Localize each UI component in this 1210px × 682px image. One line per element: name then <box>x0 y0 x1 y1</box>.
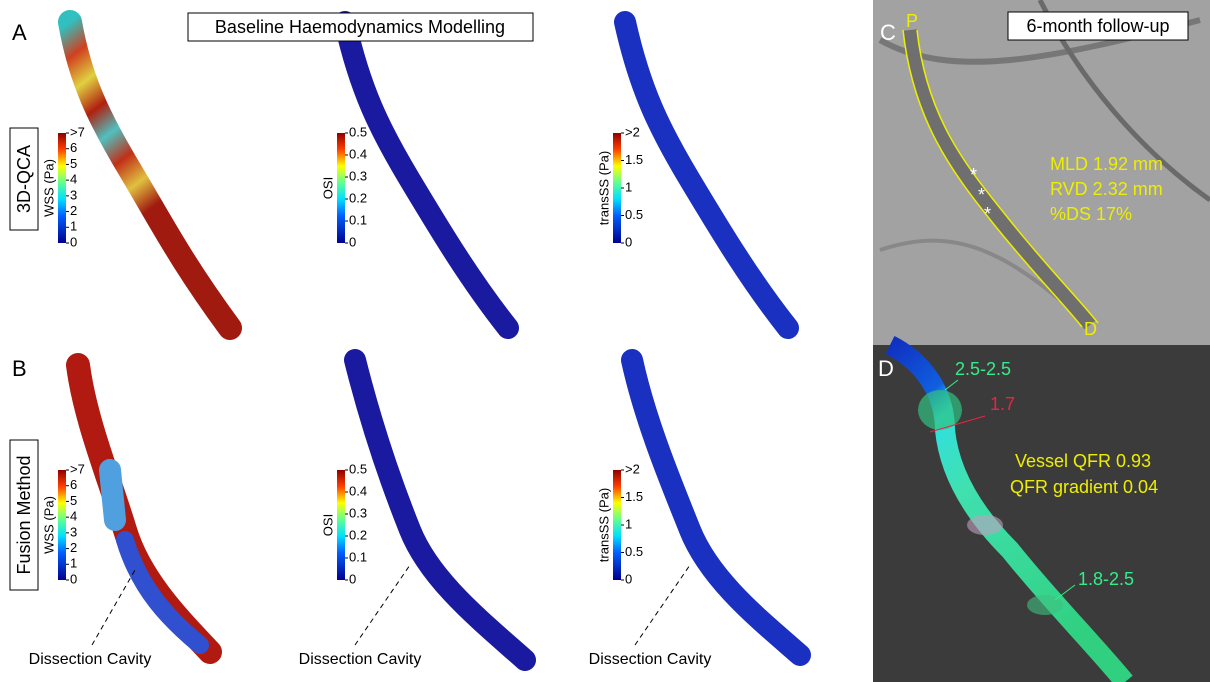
colorbar-tick-label: 4 <box>70 509 77 524</box>
cavity <box>110 470 115 520</box>
measurement: RVD 2.32 mm <box>1050 179 1163 199</box>
figure-title: Baseline Haemodynamics Modelling <box>215 17 505 37</box>
panel-title: 6-month follow-up <box>1026 16 1169 36</box>
panel-d: D <box>873 345 1210 682</box>
colorbar-tick-label: 1 <box>625 516 632 531</box>
asterisk: * <box>970 165 977 185</box>
colorbar-tick-label: >7 <box>70 124 85 139</box>
colorbar-tick-label: 0.4 <box>349 146 367 161</box>
vessel-transss-fusion <box>632 360 800 655</box>
panel-letter: B <box>12 356 27 381</box>
annotation: Dissection Cavity <box>29 651 152 668</box>
figure: Baseline Haemodynamics Modelling A B 3D-… <box>0 0 1210 682</box>
colorbar-label: WSS (Pa) <box>41 496 56 554</box>
colorbar-tick-label: 0.4 <box>349 483 367 498</box>
colorbar <box>613 470 621 580</box>
colorbar-tick-label: 0.5 <box>625 544 643 559</box>
colorbar-tick-label: 1 <box>625 179 632 194</box>
annotation: Dissection Cavity <box>589 651 712 668</box>
colorbar <box>58 133 66 243</box>
colorbar-tick-label: 0.1 <box>349 549 367 564</box>
colorbar-tick-label: 5 <box>70 156 77 171</box>
colorbar-tick-label: 1 <box>70 219 77 234</box>
colorbar-tick-label: 0 <box>625 571 632 586</box>
colorbar-tick-label: 0.2 <box>349 190 367 205</box>
colorbar-label: OSI <box>320 514 335 536</box>
marker-ring <box>918 390 962 430</box>
distal-label: D <box>1084 319 1097 339</box>
qfr-render <box>873 345 1210 682</box>
colorbar-tick-label: 6 <box>70 140 77 155</box>
colorbar-tick-label: 0.5 <box>349 461 367 476</box>
colorbar-tick-label: 1.5 <box>625 152 643 167</box>
colorbar <box>337 133 345 243</box>
colorbar-tick-label: 0.1 <box>349 212 367 227</box>
colorbar-tick-label: 0 <box>349 234 356 249</box>
colorbar <box>58 470 66 580</box>
qfr-label: Vessel QFR 0.93 <box>1015 451 1151 471</box>
colorbar-tick-label: >7 <box>70 461 85 476</box>
row-label: 3D-QCA <box>14 145 34 213</box>
colorbar <box>337 470 345 580</box>
colorbar-tick-label: 1.5 <box>625 489 643 504</box>
colorbar-tick-label: 0.3 <box>349 168 367 183</box>
colorbar <box>613 133 621 243</box>
colorbar-tick-label: 3 <box>70 524 77 539</box>
qfr-label: 1.8-2.5 <box>1078 569 1134 589</box>
colorbar-label: WSS (Pa) <box>41 159 56 217</box>
colorbar-tick-label: 0 <box>625 234 632 249</box>
colorbar-tick-label: 5 <box>70 493 77 508</box>
vessel-wss <box>70 22 230 328</box>
colorbar-tick-label: 0 <box>70 571 77 586</box>
colorbar-tick-label: 4 <box>70 172 77 187</box>
colorbar-tick-label: 0.5 <box>349 124 367 139</box>
panel-letter: C <box>880 20 896 45</box>
colorbar-tick-label: 0 <box>349 571 356 586</box>
panel-letter: A <box>12 20 27 45</box>
measurement: MLD 1.92 mm <box>1050 154 1163 174</box>
vessel-osi-fusion <box>355 360 525 660</box>
qfr-label: 2.5-2.5 <box>955 359 1011 379</box>
colorbar-tick-label: 1 <box>70 556 77 571</box>
marker-ring <box>967 515 1003 535</box>
colorbar-tick-label: 0 <box>70 234 77 249</box>
colorbar-tick-label: >2 <box>625 124 640 139</box>
colorbar-tick-label: 0.5 <box>625 207 643 222</box>
colorbar-label: OSI <box>320 177 335 199</box>
qfr-label: QFR gradient 0.04 <box>1010 477 1158 497</box>
vessel-wss-fusion <box>78 365 210 652</box>
colorbar-tick-label: >2 <box>625 461 640 476</box>
qfr-label: 1.7 <box>990 394 1015 414</box>
colorbar-tick-label: 6 <box>70 477 77 492</box>
colorbar-tick-label: 2 <box>70 540 77 555</box>
leader <box>92 570 135 645</box>
asterisk: * <box>978 185 985 205</box>
measurement: %DS 17% <box>1050 204 1132 224</box>
colorbar-tick-label: 0.2 <box>349 527 367 542</box>
vessel-osi <box>345 22 508 328</box>
colorbar-tick-label: 3 <box>70 187 77 202</box>
leader <box>355 565 410 645</box>
annotation: Dissection Cavity <box>299 651 422 668</box>
colorbar-tick-label: 0.3 <box>349 505 367 520</box>
proximal-label: P <box>906 11 918 31</box>
colorbar-label: transSS (Pa) <box>596 151 611 225</box>
row-label: Fusion Method <box>14 455 34 574</box>
colorbar-label: transSS (Pa) <box>596 488 611 562</box>
leader <box>635 565 690 645</box>
vessel-transss <box>625 22 788 328</box>
asterisk: * <box>984 204 991 224</box>
panel-letter: D <box>878 356 894 381</box>
colorbar-tick-label: 2 <box>70 203 77 218</box>
